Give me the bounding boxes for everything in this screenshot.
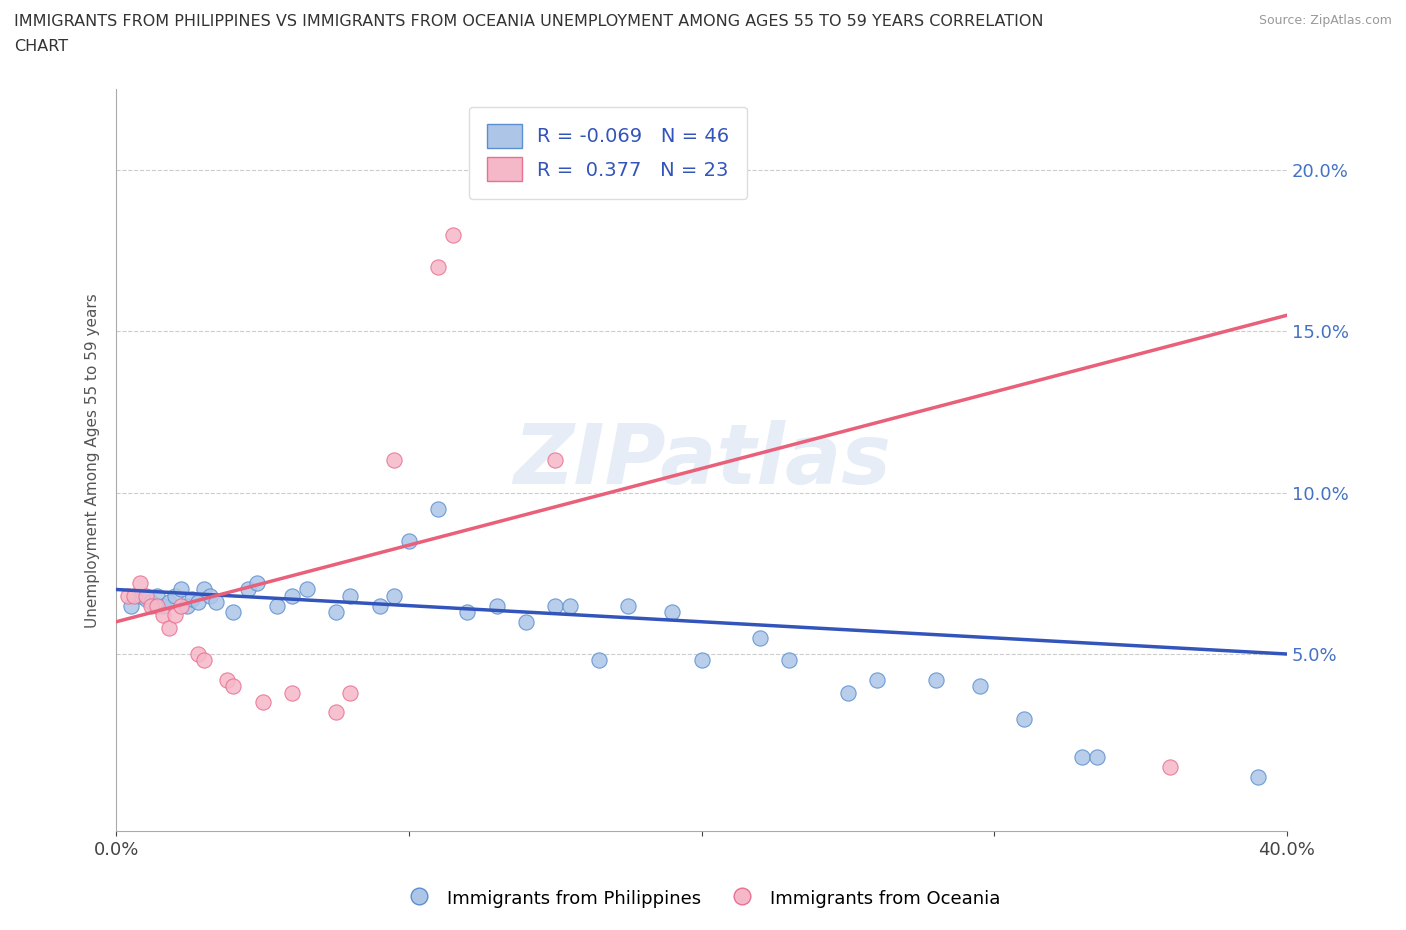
Point — [325, 604, 347, 619]
Y-axis label: Unemployment Among Ages 55 to 59 years: Unemployment Among Ages 55 to 59 years — [86, 293, 100, 628]
Point — [222, 604, 245, 619]
Point — [236, 582, 259, 597]
Point — [128, 589, 150, 604]
Point — [266, 598, 288, 613]
Point — [515, 615, 537, 630]
Point — [382, 453, 405, 468]
Point — [588, 653, 610, 668]
Point — [187, 595, 209, 610]
Point — [169, 582, 191, 597]
Point — [281, 589, 304, 604]
Point — [152, 598, 174, 613]
Point — [617, 598, 640, 613]
Point — [1012, 711, 1035, 726]
Point — [135, 589, 157, 604]
Point — [128, 576, 150, 591]
Text: CHART: CHART — [14, 39, 67, 54]
Point — [558, 598, 581, 613]
Point — [193, 582, 215, 597]
Point — [193, 653, 215, 668]
Point — [295, 582, 318, 597]
Point — [427, 501, 450, 516]
Point — [1071, 750, 1094, 764]
Point — [778, 653, 800, 668]
Point — [198, 589, 221, 604]
Point — [146, 589, 169, 604]
Point — [157, 595, 180, 610]
Point — [485, 598, 508, 613]
Point — [398, 534, 420, 549]
Legend: Immigrants from Philippines, Immigrants from Oceania: Immigrants from Philippines, Immigrants … — [398, 880, 1008, 916]
Point — [120, 598, 142, 613]
Point — [339, 685, 361, 700]
Point — [925, 672, 948, 687]
Point — [163, 608, 186, 623]
Point — [176, 598, 198, 613]
Text: ZIPatlas: ZIPatlas — [513, 420, 890, 501]
Point — [146, 598, 169, 613]
Text: Source: ZipAtlas.com: Source: ZipAtlas.com — [1258, 14, 1392, 27]
Point — [837, 685, 859, 700]
Point — [749, 631, 772, 645]
Point — [204, 595, 226, 610]
Point — [246, 576, 269, 591]
Point — [1247, 769, 1270, 784]
Text: IMMIGRANTS FROM PHILIPPINES VS IMMIGRANTS FROM OCEANIA UNEMPLOYMENT AMONG AGES 5: IMMIGRANTS FROM PHILIPPINES VS IMMIGRANT… — [14, 14, 1043, 29]
Point — [456, 604, 478, 619]
Point — [368, 598, 391, 613]
Point — [122, 589, 145, 604]
Point — [325, 705, 347, 720]
Point — [141, 595, 163, 610]
Point — [152, 608, 174, 623]
Point — [1159, 760, 1181, 775]
Point — [339, 589, 361, 604]
Point — [1085, 750, 1108, 764]
Point — [427, 259, 450, 274]
Point — [117, 589, 139, 604]
Point — [222, 679, 245, 694]
Point — [181, 591, 204, 606]
Point — [217, 672, 239, 687]
Point — [661, 604, 683, 619]
Point — [690, 653, 713, 668]
Point — [382, 589, 405, 604]
Point — [866, 672, 889, 687]
Point — [252, 695, 274, 710]
Point — [544, 453, 567, 468]
Point — [157, 620, 180, 635]
Point — [135, 591, 157, 606]
Point — [969, 679, 991, 694]
Point — [441, 227, 464, 242]
Point — [187, 646, 209, 661]
Point — [141, 598, 163, 613]
Point — [544, 598, 567, 613]
Point — [281, 685, 304, 700]
Point — [169, 598, 191, 613]
Point — [163, 589, 186, 604]
Legend: R = -0.069   N = 46, R =  0.377   N = 23: R = -0.069 N = 46, R = 0.377 N = 23 — [470, 107, 747, 199]
